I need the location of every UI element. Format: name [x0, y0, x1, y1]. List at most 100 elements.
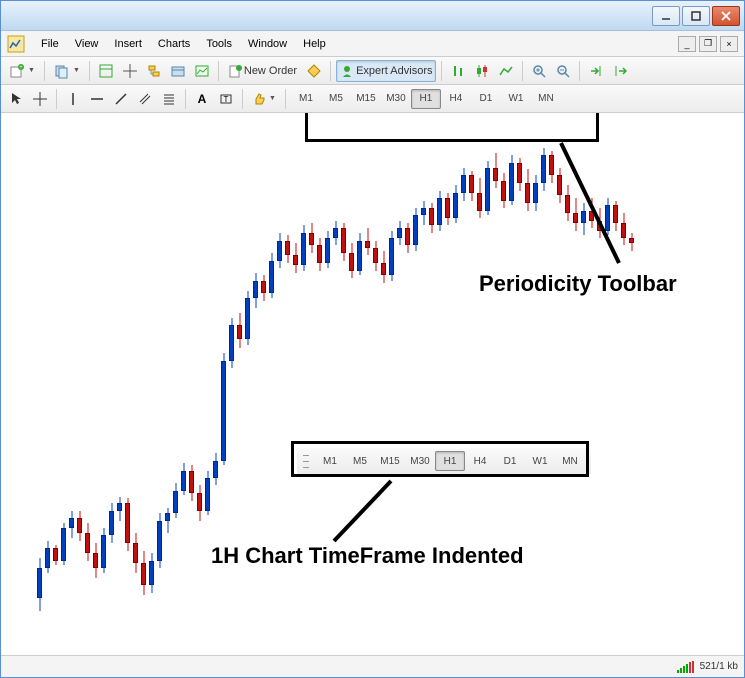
- menu-window[interactable]: Window: [240, 35, 295, 53]
- market-watch-button[interactable]: [95, 60, 117, 82]
- timeframe-h1[interactable]: H1: [435, 451, 465, 471]
- channel-button[interactable]: [134, 88, 156, 110]
- window-controls: [652, 6, 740, 26]
- svg-text:+: +: [19, 65, 23, 71]
- thumbs-up-icon: [252, 92, 266, 106]
- annotation-toolbar-label: Periodicity Toolbar: [479, 271, 677, 297]
- line-chart-icon: [499, 64, 513, 78]
- fibo-button[interactable]: [158, 88, 180, 110]
- timeframe-m30[interactable]: M30: [405, 451, 435, 471]
- mdi-restore[interactable]: ❐: [699, 36, 717, 52]
- shift-icon: [613, 64, 627, 78]
- menu-items: FileViewInsertChartsToolsWindowHelp: [33, 35, 334, 53]
- connection-signal-icon: [677, 661, 694, 673]
- candlestick-chart: [1, 113, 744, 655]
- menu-insert[interactable]: Insert: [106, 35, 150, 53]
- maximize-button[interactable]: [682, 6, 710, 26]
- timeframe-m1[interactable]: M1: [291, 89, 321, 109]
- timeframe-h4[interactable]: H4: [465, 451, 495, 471]
- label-icon: T: [219, 92, 233, 106]
- text-button[interactable]: A: [191, 88, 213, 110]
- app-icon: [7, 35, 25, 53]
- timeframe-mn[interactable]: MN: [555, 451, 585, 471]
- mdi-controls: _ ❐ ×: [678, 36, 738, 52]
- menu-tools[interactable]: Tools: [198, 35, 240, 53]
- cursor-button[interactable]: [5, 88, 27, 110]
- hline-button[interactable]: [86, 88, 108, 110]
- expert-advisors-button[interactable]: Expert Advisors: [336, 60, 436, 82]
- arrows-button[interactable]: ▼: [248, 88, 280, 110]
- channel-icon: [138, 92, 152, 106]
- vline-icon: [66, 92, 80, 106]
- timeframe-m30[interactable]: M30: [381, 89, 411, 109]
- new-chart-icon: +: [9, 63, 25, 79]
- app-window: FileViewInsertChartsToolsWindowHelp _ ❐ …: [0, 0, 745, 678]
- toolbar-1: +▼ ▼ New Order Expert Advisors: [1, 57, 744, 85]
- fibo-icon: [162, 92, 176, 106]
- statusbar: 521/1 kb: [1, 655, 744, 677]
- chart-area[interactable]: Periodicity Toolbar M1M5M15M30H1H4D1W1MN…: [1, 113, 744, 655]
- mdi-minimize[interactable]: _: [678, 36, 696, 52]
- timeframe-m15[interactable]: M15: [375, 451, 405, 471]
- profiles-button[interactable]: ▼: [50, 60, 84, 82]
- bar-chart-button[interactable]: [447, 60, 469, 82]
- toolbar-2: A T ▼ M1M5M15M30H1H4D1W1MN: [1, 85, 744, 113]
- data-window-button[interactable]: [119, 60, 141, 82]
- titlebar[interactable]: [1, 1, 744, 31]
- zoom-in-button[interactable]: [528, 60, 550, 82]
- timeframe-mn[interactable]: MN: [531, 89, 561, 109]
- timeframe-d1[interactable]: D1: [495, 451, 525, 471]
- timeframe-m5[interactable]: M5: [345, 451, 375, 471]
- svg-text:T: T: [224, 95, 229, 104]
- crosshair-tool-icon: [33, 92, 47, 106]
- zoom-in-icon: [532, 64, 546, 78]
- market-watch-icon: [99, 64, 113, 78]
- folder-tree-icon: [147, 64, 161, 78]
- timeframe-h4[interactable]: H4: [441, 89, 471, 109]
- expert-advisors-label: Expert Advisors: [356, 65, 432, 77]
- menu-file[interactable]: File: [33, 35, 67, 53]
- menu-charts[interactable]: Charts: [150, 35, 198, 53]
- candle-chart-button[interactable]: [471, 60, 493, 82]
- autoscroll-icon: [589, 64, 603, 78]
- menubar: FileViewInsertChartsToolsWindowHelp _ ❐ …: [1, 31, 744, 57]
- menu-view[interactable]: View: [67, 35, 107, 53]
- drag-handle-icon[interactable]: [303, 452, 309, 470]
- minimize-button[interactable]: [652, 6, 680, 26]
- timeframe-w1[interactable]: W1: [525, 451, 555, 471]
- trendline-button[interactable]: [110, 88, 132, 110]
- line-chart-button[interactable]: [495, 60, 517, 82]
- crosshair-icon: [123, 64, 137, 78]
- timeframe-w1[interactable]: W1: [501, 89, 531, 109]
- bar-chart-icon: [451, 64, 465, 78]
- status-text: 521/1 kb: [700, 661, 738, 672]
- trendline-icon: [114, 92, 128, 106]
- chart-shift-button[interactable]: [609, 60, 631, 82]
- terminal-button[interactable]: [167, 60, 189, 82]
- strategy-tester-button[interactable]: [191, 60, 213, 82]
- metaeditor-button[interactable]: [303, 60, 325, 82]
- new-order-button[interactable]: New Order: [224, 60, 301, 82]
- timeframe-d1[interactable]: D1: [471, 89, 501, 109]
- autoscroll-button[interactable]: [585, 60, 607, 82]
- timeframe-m1[interactable]: M1: [315, 451, 345, 471]
- label-button[interactable]: T: [215, 88, 237, 110]
- floating-periodicity-toolbar[interactable]: M1M5M15M30H1H4D1W1MN: [297, 448, 591, 474]
- text-icon: A: [198, 92, 207, 106]
- timeframe-h1[interactable]: H1: [411, 89, 441, 109]
- close-button[interactable]: [712, 6, 740, 26]
- navigator-button[interactable]: [143, 60, 165, 82]
- crosshair-button[interactable]: [29, 88, 51, 110]
- vline-button[interactable]: [62, 88, 84, 110]
- candle-icon: [475, 64, 489, 78]
- menu-help[interactable]: Help: [295, 35, 334, 53]
- zoom-out-icon: [556, 64, 570, 78]
- timeframe-m5[interactable]: M5: [321, 89, 351, 109]
- new-order-icon: [228, 64, 242, 78]
- mdi-close[interactable]: ×: [720, 36, 738, 52]
- cursor-icon: [10, 92, 22, 106]
- tester-icon: [195, 64, 209, 78]
- timeframe-m15[interactable]: M15: [351, 89, 381, 109]
- zoom-out-button[interactable]: [552, 60, 574, 82]
- new-chart-button[interactable]: +▼: [5, 60, 39, 82]
